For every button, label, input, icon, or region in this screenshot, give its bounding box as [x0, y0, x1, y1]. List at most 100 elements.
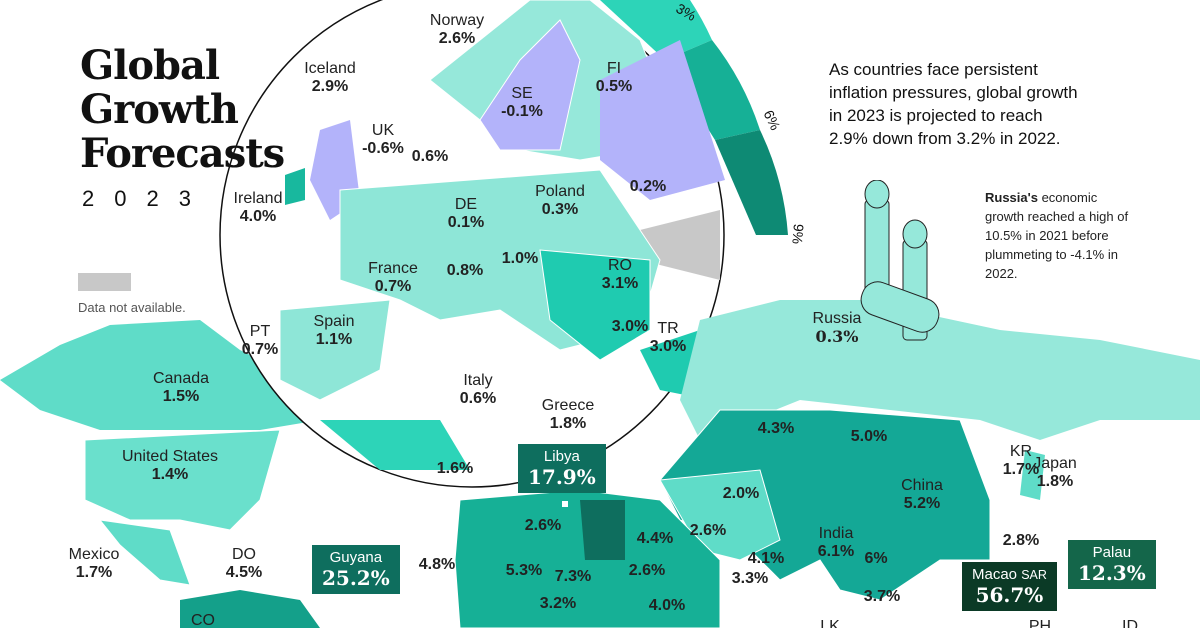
- country-name: KR: [1009, 443, 1033, 460]
- region-ireland: [285, 168, 305, 205]
- country-label: 0.2%: [630, 178, 666, 196]
- growth-value: 3.0%: [611, 318, 649, 335]
- country-label: 3.3%: [732, 570, 768, 588]
- country-label: 2.6%: [525, 517, 561, 535]
- scale-band-1: [600, 0, 712, 60]
- country-label: United States 1.4%: [122, 448, 218, 485]
- growth-value: 2.6%: [438, 30, 476, 48]
- growth-value: 0.6%: [459, 390, 497, 408]
- country-name: United States: [121, 448, 219, 465]
- growth-value: 1.4%: [151, 466, 189, 484]
- scale-band-2: [665, 40, 760, 140]
- country-name: Japan: [1033, 455, 1077, 472]
- growth-value: 3.7%: [863, 588, 901, 605]
- callout-value: 12.3%: [1078, 561, 1146, 585]
- growth-value: 1.8%: [549, 415, 587, 433]
- country-label: India 6.1%: [818, 525, 854, 562]
- country-label: SE -0.1%: [501, 85, 543, 122]
- country-name: PH: [1028, 618, 1052, 628]
- region-iberia: [279, 299, 391, 401]
- page-title: Global Growth Forecasts: [80, 42, 285, 177]
- country-name: Ireland: [233, 190, 283, 207]
- growth-value: 0.6%: [411, 148, 449, 165]
- region-africa-north: [320, 420, 470, 470]
- country-label: 2.0%: [723, 485, 759, 503]
- country-name: DO: [232, 546, 256, 563]
- country-label: LK: [820, 618, 840, 628]
- country-label: Japan 1.8%: [1033, 455, 1077, 492]
- country-label: 1.0%: [502, 250, 538, 268]
- growth-value: 1.0%: [501, 250, 539, 267]
- callout-libya: Libya 17.9%: [518, 444, 606, 507]
- country-name: Poland: [535, 183, 585, 200]
- callout-guyana: Guyana 25.2%: [312, 545, 400, 608]
- country-name: UK: [371, 122, 395, 139]
- growth-value: 2.0%: [722, 485, 760, 502]
- growth-value: 0.2%: [629, 178, 667, 195]
- country-label: 5.3%: [506, 562, 542, 580]
- country-name: LK: [820, 618, 840, 628]
- country-label: 3.2%: [540, 595, 576, 613]
- growth-value: 4.4%: [636, 530, 674, 547]
- country-name: RO: [608, 257, 632, 274]
- country-label: FI 0.5%: [596, 60, 632, 97]
- callout-value: 17.9%: [528, 465, 596, 489]
- country-name: PT: [249, 323, 271, 340]
- growth-value: -0.6%: [362, 140, 404, 158]
- growth-value: 4.0%: [239, 208, 277, 226]
- region-canada: [0, 320, 320, 430]
- country-label: DO 4.5%: [226, 546, 262, 583]
- country-label: 0.6%: [412, 148, 448, 166]
- growth-value: 1.1%: [315, 331, 353, 349]
- region-sweden: [479, 19, 581, 151]
- region-south-america: [180, 590, 320, 628]
- country-label: Ireland 4.0%: [234, 190, 283, 227]
- growth-value: 5.0%: [850, 428, 888, 445]
- growth-value: 6%: [864, 550, 888, 567]
- growth-value: 4.5%: [225, 564, 263, 582]
- country-label: 2.6%: [629, 562, 665, 580]
- country-label: TR 3.0%: [650, 320, 686, 357]
- growth-value: 7.3%: [554, 568, 592, 585]
- growth-value: 2.6%: [524, 517, 562, 534]
- country-label: 4.0%: [649, 597, 685, 615]
- callout-value: 56.7%: [975, 583, 1044, 607]
- growth-value: 0.5%: [595, 78, 633, 96]
- region-russia-west: [600, 40, 725, 200]
- country-label: Iceland 2.9%: [304, 60, 356, 97]
- country-label: 4.8%: [419, 556, 455, 574]
- callout-name-text: Macao: [972, 566, 1018, 583]
- country-label: ID: [1122, 618, 1138, 628]
- country-name: Russia: [812, 310, 862, 327]
- title-line: Forecasts: [80, 130, 285, 177]
- callout-name: Guyana: [329, 549, 383, 566]
- country-label: China 5.2%: [901, 477, 943, 514]
- country-label: 4.1%: [748, 550, 784, 568]
- country-name: Norway: [429, 12, 485, 29]
- country-label: 2.8%: [1003, 532, 1039, 550]
- growth-value: 0.1%: [447, 214, 485, 232]
- country-label: PT 0.7%: [242, 323, 278, 360]
- country-name: France: [368, 260, 418, 277]
- country-name: CO: [191, 612, 215, 628]
- country-name: China: [901, 477, 943, 494]
- callout-name: Libya: [543, 448, 580, 465]
- russia-note-text: economic growth reached a high of 10.5% …: [985, 190, 1129, 281]
- growth-value: 4.1%: [747, 550, 785, 567]
- region-balkans: [539, 249, 651, 361]
- country-label: UK -0.6%: [362, 122, 404, 159]
- callout-palau: Palau 12.3%: [1068, 540, 1156, 603]
- growth-value: 5.2%: [903, 495, 941, 513]
- intro-text: As countries face persistent inflation p…: [829, 60, 1078, 148]
- growth-value: 1.8%: [1036, 473, 1074, 491]
- title-line: Global: [80, 42, 220, 89]
- country-label: Canada 1.5%: [153, 370, 209, 407]
- growth-value: 2.6%: [628, 562, 666, 579]
- country-name: India: [818, 525, 854, 542]
- country-label: 6%: [864, 550, 887, 568]
- growth-value: 3.3%: [731, 570, 769, 587]
- country-label: CO2.2%: [185, 612, 221, 628]
- country-name: Iceland: [304, 60, 356, 77]
- growth-value: 0.8%: [446, 262, 484, 279]
